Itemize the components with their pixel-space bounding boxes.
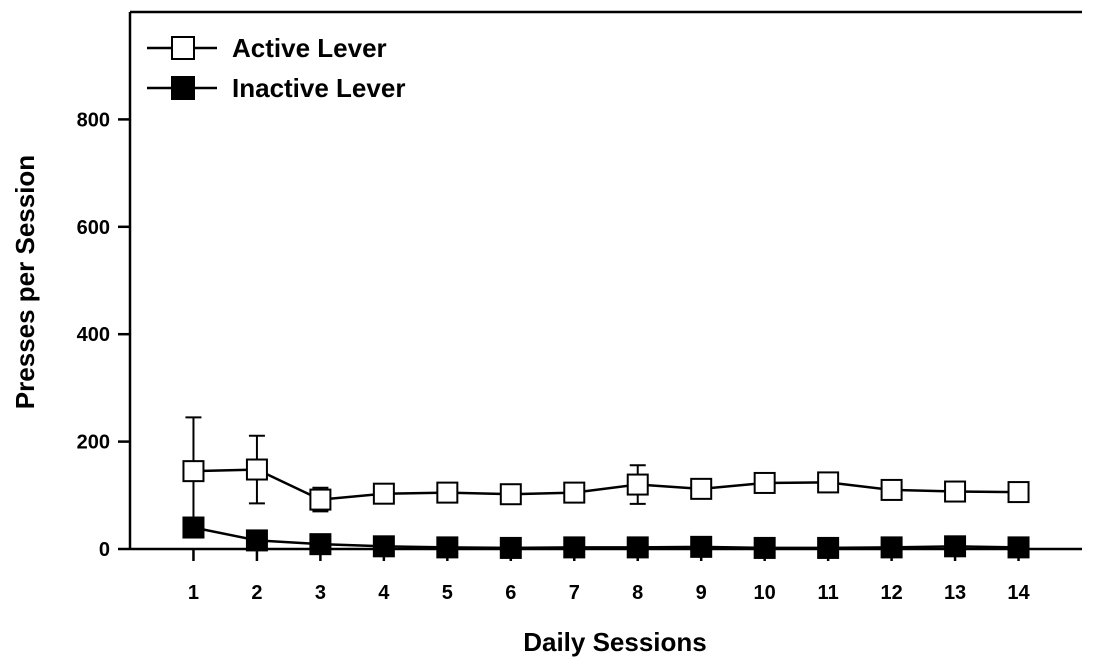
x-tick-label: 13 — [944, 582, 966, 604]
x-tick-label: 14 — [1007, 582, 1030, 604]
data-point — [499, 483, 522, 506]
x-tick-label: 9 — [696, 582, 707, 604]
y-tick-label: 600 — [77, 217, 110, 239]
y-axis-label: Presses per Session — [10, 155, 40, 409]
data-markers — [182, 458, 1030, 559]
x-tick-label: 8 — [632, 582, 643, 604]
data-point — [817, 536, 840, 559]
data-point — [309, 488, 332, 511]
data-point — [753, 536, 776, 559]
legend-label: Active Lever — [232, 33, 387, 63]
data-point — [182, 516, 205, 539]
x-tick-label: 10 — [754, 582, 776, 604]
y-tick-label: 800 — [77, 109, 110, 131]
data-point — [309, 533, 332, 556]
data-point — [753, 471, 776, 494]
x-tick-label: 2 — [251, 582, 262, 604]
data-point — [563, 536, 586, 559]
y-tick-label: 400 — [77, 324, 110, 346]
data-point — [1007, 536, 1030, 559]
x-tick-label: 3 — [315, 582, 326, 604]
data-point — [372, 535, 395, 558]
axis-labels: Daily Sessions Presses per Session — [10, 155, 707, 657]
data-point — [372, 482, 395, 505]
data-point — [245, 458, 268, 481]
y-tick-label: 200 — [77, 432, 110, 454]
data-point — [944, 480, 967, 503]
x-tick-label: 5 — [442, 582, 453, 604]
data-point — [690, 535, 713, 558]
data-point — [880, 536, 903, 559]
x-tick-label: 4 — [378, 582, 390, 604]
data-point — [626, 473, 649, 496]
x-tick-label: 1 — [188, 582, 199, 604]
data-point — [436, 481, 459, 504]
legend: Active Lever Inactive Lever — [147, 33, 405, 103]
x-tick-label: 7 — [569, 582, 580, 604]
data-point — [626, 536, 649, 559]
x-tick-label: 11 — [818, 582, 839, 604]
legend-label: Inactive Lever — [232, 73, 405, 103]
legend-marker — [171, 76, 195, 100]
data-point — [880, 478, 903, 501]
data-point — [436, 536, 459, 559]
x-axis-label: Daily Sessions — [523, 627, 707, 657]
x-tick-label: 6 — [505, 582, 516, 604]
data-point — [1007, 481, 1030, 504]
data-point — [245, 529, 268, 552]
data-point — [499, 536, 522, 559]
y-tick-label: 0 — [99, 539, 110, 561]
data-point — [817, 471, 840, 494]
data-point — [690, 477, 713, 500]
data-point — [563, 481, 586, 504]
data-point — [944, 535, 967, 558]
x-tick-label: 12 — [880, 582, 902, 604]
legend-marker — [171, 36, 195, 60]
data-point — [182, 460, 205, 483]
